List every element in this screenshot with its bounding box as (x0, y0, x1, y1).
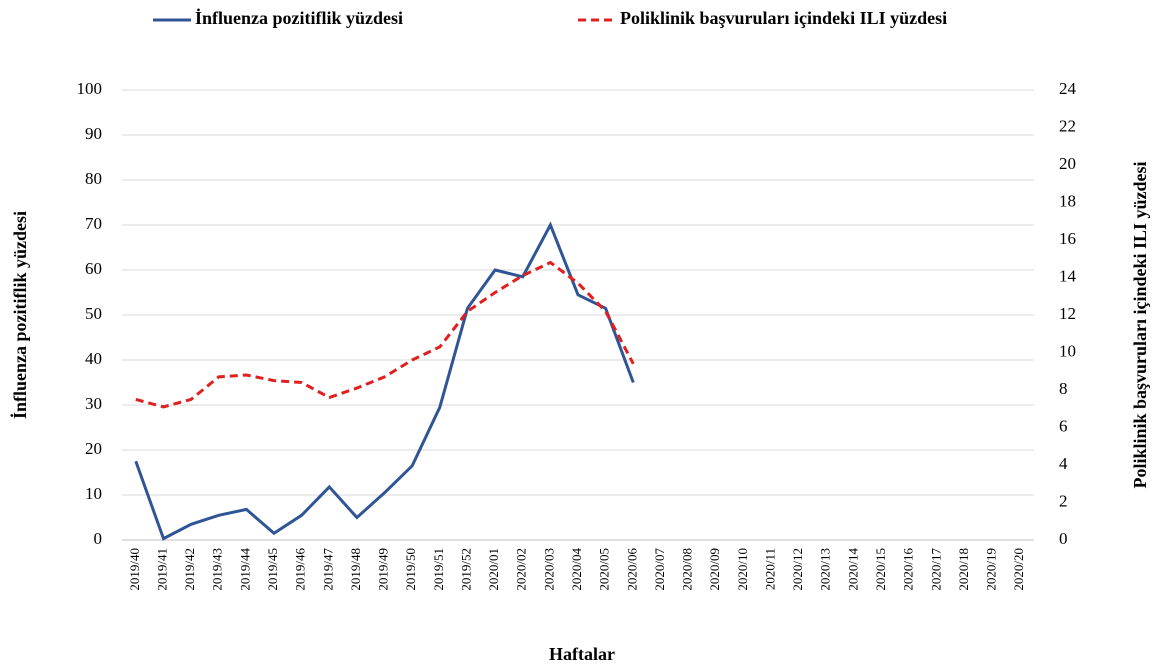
y2-tick-label: 0 (1059, 529, 1068, 548)
x-tick-label: 2020/14 (845, 548, 860, 591)
y2-tick-label: 6 (1059, 416, 1068, 435)
y2-tick-label: 2 (1059, 491, 1068, 510)
y2-tick-label: 20 (1059, 154, 1076, 173)
x-tick-label: 2019/50 (403, 548, 418, 591)
x-tick-label: 2020/11 (762, 548, 777, 590)
y2-tick-label: 14 (1059, 266, 1077, 285)
legend-label: İnfluenza pozitiflik yüzdesi (195, 8, 403, 28)
y-tick-label: 90 (85, 124, 102, 143)
x-tick-label: 2020/18 (956, 548, 971, 591)
y2-tick-label: 16 (1059, 229, 1076, 248)
x-tick-label: 2020/08 (680, 548, 695, 591)
x-tick-label: 2020/07 (652, 548, 667, 591)
x-tick-label: 2020/03 (541, 548, 556, 591)
y-tick-label: 80 (85, 169, 102, 188)
x-tick-label: 2019/45 (265, 548, 280, 591)
x-tick-label: 2020/09 (707, 548, 722, 591)
x-tick-label: 2020/05 (597, 548, 612, 591)
x-tick-label: 2020/13 (818, 548, 833, 591)
x-tick-label: 2019/43 (210, 548, 225, 591)
y-tick-label: 60 (85, 259, 102, 278)
y2-tick-label: 18 (1059, 191, 1076, 210)
x-tick-label: 2019/52 (458, 548, 473, 591)
x-tick-label: 2020/17 (928, 548, 943, 591)
x-tick-label: 2019/49 (376, 548, 391, 591)
x-tick-label: 2019/40 (127, 548, 142, 591)
series-line (134, 221, 635, 541)
y2-tick-label: 8 (1059, 379, 1068, 398)
x-tick-label: 2019/41 (154, 548, 169, 591)
series-line (135, 260, 635, 409)
y2-tick-label: 4 (1059, 454, 1068, 473)
y-tick-label: 10 (85, 484, 102, 503)
y2-tick-label: 22 (1059, 116, 1076, 135)
x-tick-label: 2020/01 (486, 548, 501, 591)
x-tick-label: 2020/04 (569, 548, 584, 591)
x-tick-label: 2020/06 (624, 548, 639, 591)
x-tick-label: 2020/02 (514, 548, 529, 591)
y-tick-label: 30 (85, 394, 102, 413)
x-tick-label: 2020/20 (1011, 548, 1026, 591)
y-tick-label: 0 (94, 529, 103, 548)
y-tick-label: 20 (85, 439, 102, 458)
y2-axis-title: Poliklinik başvuruları içindeki ILI yüzd… (1130, 161, 1150, 488)
y-tick-label: 100 (77, 79, 103, 98)
y2-tick-label: 12 (1059, 304, 1076, 323)
x-tick-label: 2019/44 (237, 548, 252, 591)
x-tick-label: 2019/51 (431, 548, 446, 591)
y2-tick-label: 24 (1059, 79, 1077, 98)
x-tick-label: 2020/12 (790, 548, 805, 591)
y-tick-label: 40 (85, 349, 102, 368)
x-tick-label: 2020/19 (984, 548, 999, 591)
x-tick-label: 2020/10 (735, 548, 750, 591)
y-tick-label: 70 (85, 214, 102, 233)
y2-tick-label: 10 (1059, 341, 1076, 360)
x-tick-label: 2019/46 (293, 548, 308, 591)
x-tick-label: 2019/47 (320, 548, 335, 591)
x-tick-label: 2019/48 (348, 548, 363, 591)
legend-label: Poliklinik başvuruları içindeki ILI yüzd… (620, 8, 947, 28)
x-axis-title: Haftalar (549, 644, 615, 664)
x-tick-label: 2019/42 (182, 548, 197, 591)
y-tick-label: 50 (85, 304, 102, 323)
x-tick-label: 2020/15 (873, 548, 888, 591)
x-tick-label: 2020/16 (901, 548, 916, 591)
y-axis-title: İnfluenza pozitiflik yüzdesi (10, 211, 30, 419)
